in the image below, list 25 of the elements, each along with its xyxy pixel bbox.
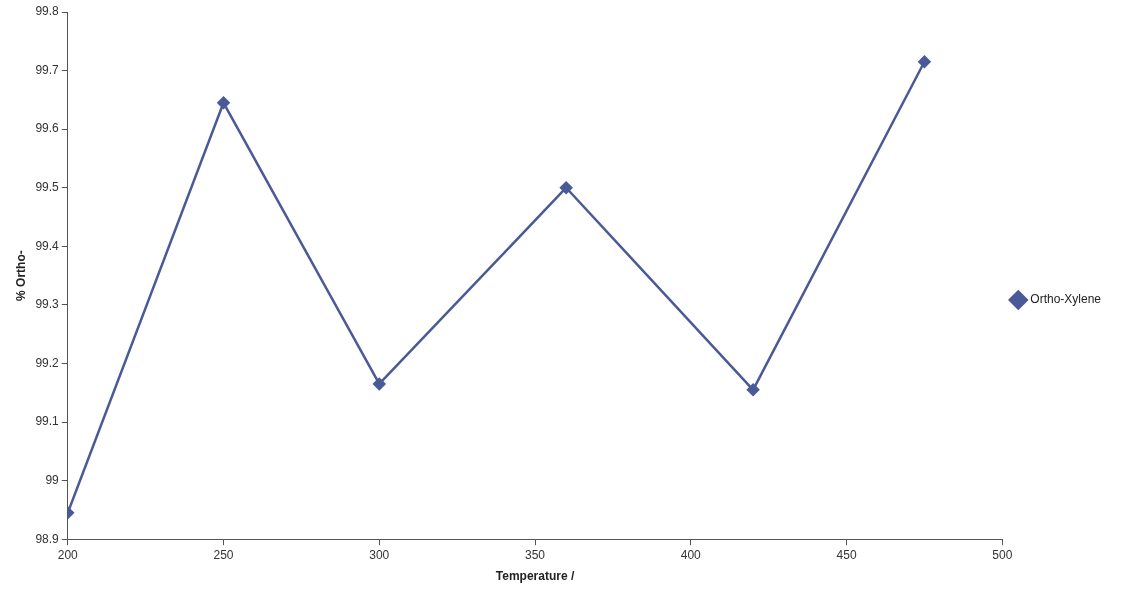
y-axis-title: % Ortho- [13, 250, 28, 301]
x-tick-label: 200 [57, 547, 79, 562]
y-tick-label: 99.5 [35, 180, 60, 195]
point [217, 96, 230, 110]
x-tick-label: 350 [525, 547, 546, 562]
y-tick-label: 99.7 [35, 62, 60, 77]
y-tick-label: 99.6 [35, 121, 60, 136]
y-tick-label: 99.2 [35, 355, 60, 370]
point [746, 383, 760, 397]
point [373, 377, 386, 391]
y-tick-label: 99.4 [35, 238, 60, 253]
y-tick-label: 98.9 [35, 531, 60, 546]
y-tick-label: 99.3 [35, 297, 60, 312]
legend-label: Ortho-Xylene [1030, 292, 1102, 307]
x-tick-label: 250 [213, 547, 234, 562]
x-tick-label: 300 [369, 547, 390, 562]
x-tick-label: 400 [680, 547, 702, 562]
y-tick-label: 99 [45, 472, 60, 487]
y-tick-label: 99.8 [35, 4, 60, 19]
x-tick-label: 500 [992, 547, 1013, 562]
x-axis-title: Temperature / [495, 569, 575, 584]
y-tick-label: 99.1 [35, 414, 60, 429]
x-tick-label: 450 [836, 547, 857, 562]
point [559, 181, 573, 194]
point [918, 55, 931, 69]
